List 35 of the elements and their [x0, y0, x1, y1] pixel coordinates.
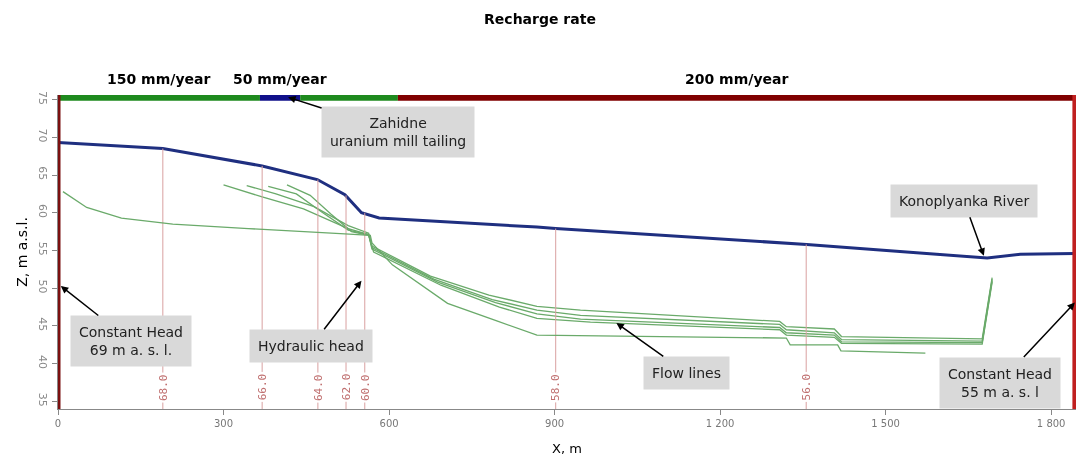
x-tick-label: 1 200 — [705, 418, 735, 429]
annotation: Flow lines — [652, 365, 721, 381]
annotation: Zahidne uranium mill tailing — [330, 115, 467, 150]
text: 62.0 — [339, 373, 353, 401]
y-tick-label: 50 — [35, 279, 49, 294]
y-tick-label: 55 — [35, 241, 49, 256]
annotation: Hydraulic head — [258, 338, 364, 354]
series-label: 150 mm/year — [107, 71, 211, 87]
y-tick-label: 65 — [35, 166, 49, 181]
text: 56.0 — [799, 373, 813, 401]
series-label: 50 mm/year — [233, 71, 327, 87]
chart-title: Recharge rate — [484, 10, 596, 27]
series-label: 200 mm/year — [685, 71, 789, 87]
text: 58.0 — [549, 374, 563, 401]
annotation: Constant Head 55 m a. s. l — [948, 366, 1052, 401]
y-tick-label: 45 — [35, 317, 49, 332]
x-tick-label: 300 — [213, 418, 234, 429]
y-tick-label: 75 — [35, 90, 49, 105]
y-tick-label: 70 — [35, 128, 49, 143]
x-tick-label: 1 500 — [871, 418, 900, 429]
x-axis-title: X, m — [552, 440, 582, 456]
text: 68.0 — [156, 374, 170, 402]
annotation: Constant Head 69 m a. s. l. — [79, 324, 183, 359]
text: 66.0 — [255, 373, 269, 401]
text: 60.0 — [358, 374, 372, 401]
y-tick-label: 40 — [35, 355, 49, 370]
y-tick-label: 60 — [35, 204, 49, 219]
text: 64.0 — [311, 374, 325, 402]
y-axis-title: Z, m a.s.l. — [14, 217, 31, 287]
y-tick-label: 35 — [35, 392, 49, 407]
x-tick-label: 600 — [379, 418, 399, 429]
x-tick-label: 900 — [545, 418, 565, 429]
x-tick-label: 0 — [54, 418, 62, 429]
annotation: Konoplyanka River — [899, 193, 1030, 209]
x-tick-label: 1 800 — [1036, 418, 1066, 429]
